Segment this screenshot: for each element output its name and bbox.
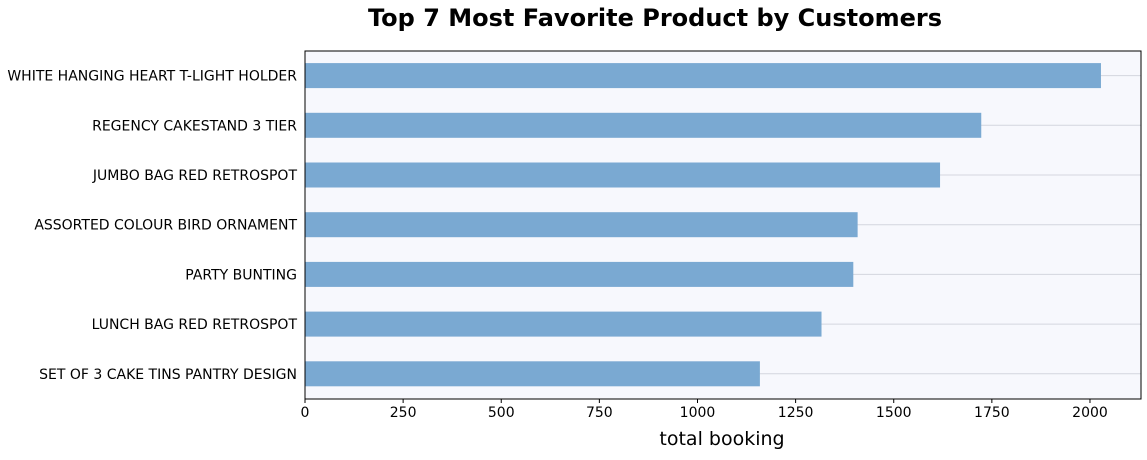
y-tick-label: JUMBO BAG RED RETROSPOT [92,168,298,184]
x-tick-label: 1000 [680,405,716,421]
bar [305,361,760,387]
chart-title: Top 7 Most Favorite Product by Customers [368,4,942,32]
bars [305,63,1101,387]
x-tick-label: 250 [390,405,417,421]
y-tick-label: ASSORTED COLOUR BIRD ORNAMENT [34,218,297,234]
x-tick-label: 1500 [876,405,912,421]
x-tick-label: 500 [488,405,515,421]
plot-frame [304,50,1142,400]
bar [305,162,941,188]
bar [305,63,1101,89]
y-tick-label: SET OF 3 CAKE TINS PANTRY DESIGN [39,367,297,383]
x-tick-label: 0 [301,405,310,421]
bar [305,311,822,337]
x-axis-label: total booking [659,428,784,450]
y-tick-label: LUNCH BAG RED RETROSPOT [92,317,298,333]
y-tick-label: REGENCY CAKESTAND 3 TIER [92,118,297,134]
x-tick-label: 750 [586,405,613,421]
y-tick-label: WHITE HANGING HEART T-LIGHT HOLDER [7,69,297,85]
x-tick-label: 1750 [974,405,1010,421]
bar [305,261,854,287]
x-tick-label: 2000 [1072,405,1108,421]
y-axis-tick-labels: WHITE HANGING HEART T-LIGHT HOLDER REGENC… [7,69,297,383]
bar [305,212,858,238]
bar [305,112,982,138]
y-tick-label: PARTY BUNTING [185,267,297,283]
x-axis-tick-labels: 0 250 500 750 1000 1250 1500 1750 2000 [301,399,1108,421]
x-tick-label: 1250 [778,405,814,421]
